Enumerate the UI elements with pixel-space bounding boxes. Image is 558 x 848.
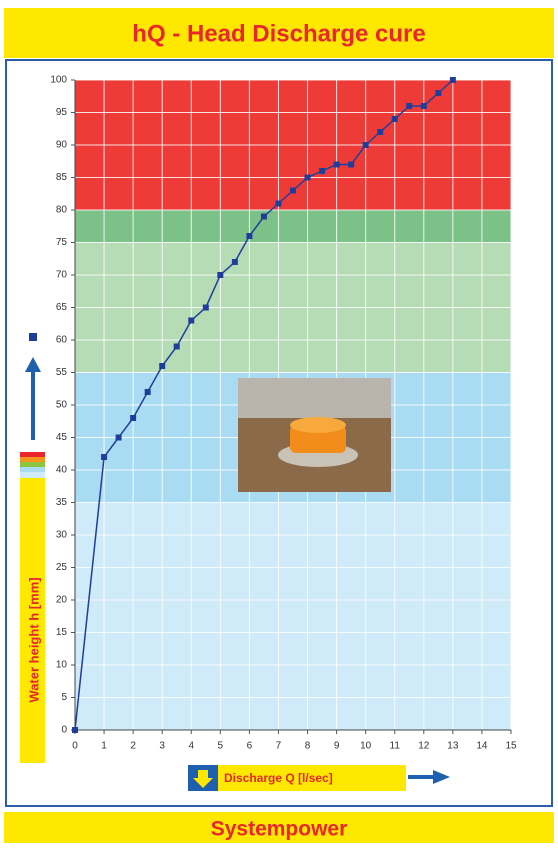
x-tick-label: 1 (101, 741, 107, 752)
y-tick-label: 35 (56, 497, 68, 508)
x-tick-label: 7 (276, 741, 282, 752)
y-tick-label: 55 (56, 367, 68, 378)
point (188, 318, 194, 324)
x-tick-label: 10 (360, 741, 372, 752)
y-tick-label: 85 (56, 172, 68, 183)
x-tick-label: 9 (334, 741, 340, 752)
y-tick-label: 40 (56, 465, 68, 476)
y-tick-label: 0 (61, 725, 67, 736)
y-tick-label: 20 (56, 595, 68, 606)
x-tick-label: 6 (247, 741, 253, 752)
point (421, 103, 427, 109)
point (130, 415, 136, 421)
stripe (20, 452, 45, 457)
point (246, 233, 252, 239)
point (319, 168, 325, 174)
footer: Systempower (211, 818, 348, 841)
y-tick-label: 5 (61, 692, 67, 703)
y-tick-label: 80 (56, 205, 68, 216)
x-tick-label: 4 (188, 741, 194, 752)
point (203, 305, 209, 311)
point (101, 454, 107, 460)
point (72, 727, 78, 733)
x-tick-label: 0 (72, 741, 78, 752)
y-tick-label: 30 (56, 530, 68, 541)
point (261, 214, 267, 220)
point (217, 272, 223, 278)
point (305, 175, 311, 181)
stripe (20, 457, 45, 462)
zone (75, 503, 511, 731)
photo (238, 378, 391, 492)
x-tick-label: 8 (305, 741, 311, 752)
y-tick-label: 50 (56, 400, 68, 411)
y-axis-label: Water height h [mm] (26, 577, 41, 702)
stripe (20, 472, 45, 478)
point (334, 162, 340, 168)
stripe (20, 462, 45, 467)
y-tick-label: 45 (56, 432, 68, 443)
point (363, 142, 369, 148)
x-tick-label: 14 (476, 741, 488, 752)
marker-icon (29, 333, 37, 341)
point (406, 103, 412, 109)
y-tick-label: 25 (56, 562, 68, 573)
point (435, 90, 441, 96)
x-tick-label: 2 (130, 741, 136, 752)
page: hQ - Head Discharge cure Systempower 012… (0, 0, 558, 843)
point (377, 129, 383, 135)
point (275, 201, 281, 207)
y-tick-label: 10 (56, 660, 68, 671)
y-tick-label: 60 (56, 335, 68, 346)
x-tick-label: 5 (218, 741, 224, 752)
point (145, 389, 151, 395)
y-tick-label: 65 (56, 302, 68, 313)
x-tick-label: 12 (418, 741, 430, 752)
point (450, 77, 456, 83)
photo-wall (238, 378, 391, 418)
x-tick-label: 13 (447, 741, 459, 752)
y-tick-label: 100 (50, 75, 67, 86)
x-tick-label: 11 (390, 741, 401, 752)
chart-title: hQ - Head Discharge cure (132, 20, 425, 47)
photo-top (290, 417, 346, 433)
x-tick-label: 3 (159, 741, 165, 752)
point (232, 259, 238, 265)
point (174, 344, 180, 350)
point (290, 188, 296, 194)
y-tick-label: 75 (56, 237, 68, 248)
x-axis-label: Discharge Q [l/sec] (224, 771, 333, 785)
stripe (20, 467, 45, 472)
x-tick-label: 15 (505, 741, 517, 752)
y-tick-label: 90 (56, 140, 68, 151)
y-tick-label: 15 (56, 627, 68, 638)
point (159, 363, 165, 369)
point (348, 162, 354, 168)
y-tick-label: 95 (56, 107, 68, 118)
zone (75, 210, 511, 243)
point (392, 116, 398, 122)
point (116, 435, 122, 441)
y-tick-label: 70 (56, 270, 68, 281)
